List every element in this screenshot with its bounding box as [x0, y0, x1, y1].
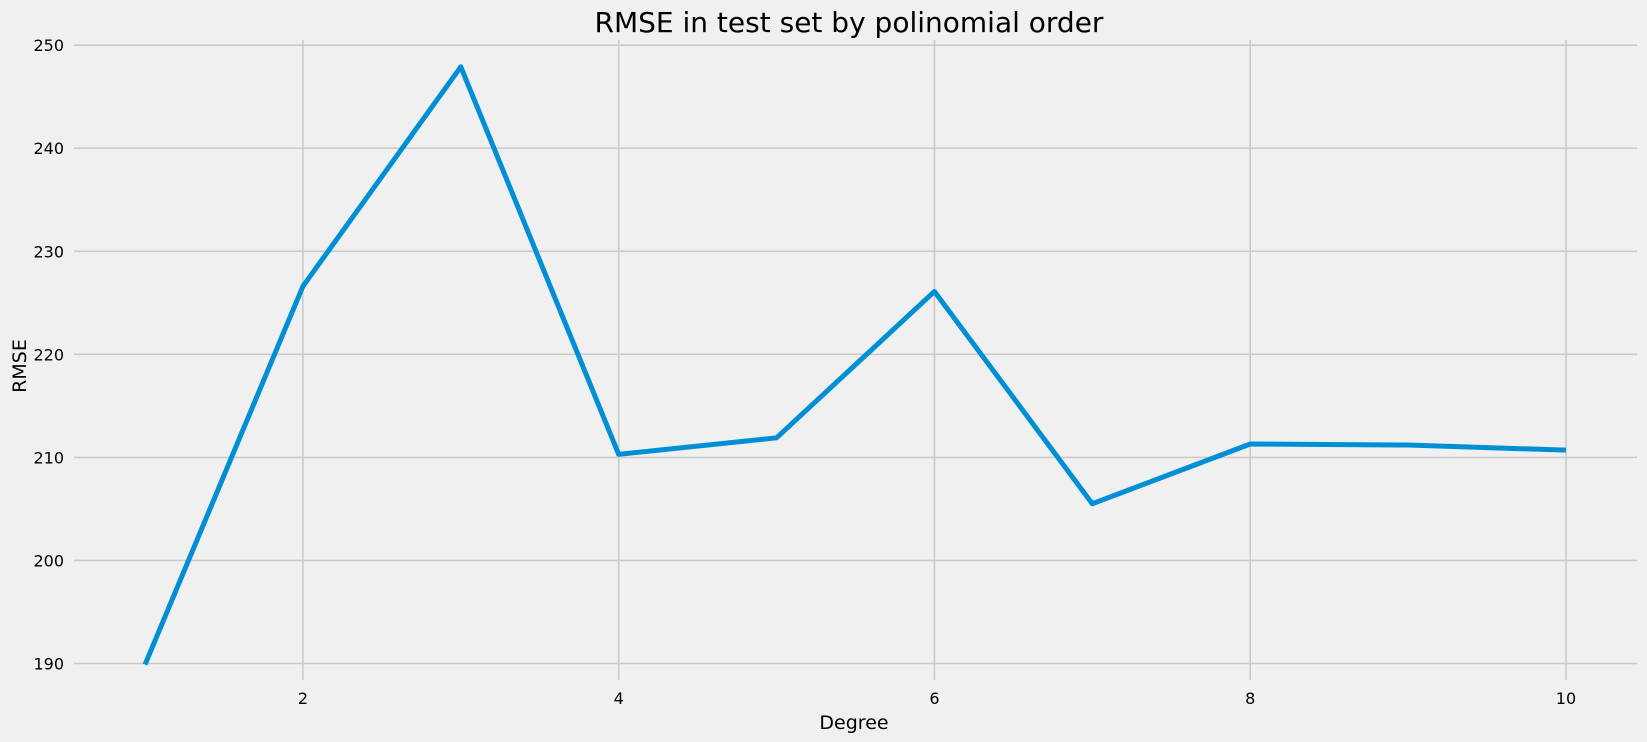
y-tick-label: 220	[33, 345, 64, 364]
x-tick-label: 2	[298, 689, 308, 708]
y-tick-label: 230	[33, 242, 64, 261]
x-axis-label: Degree	[819, 712, 888, 734]
y-tick-label: 250	[33, 36, 64, 55]
x-tick-label: 6	[929, 689, 939, 708]
tick-labels: 2 4 6 8 10 190 200 210 220 230 240 250	[33, 36, 1576, 708]
y-tick-label: 200	[33, 551, 64, 570]
y-tick-label: 240	[33, 139, 64, 158]
series-line	[142, 64, 1567, 666]
y-tick-label: 190	[33, 655, 64, 674]
x-tick-label: 10	[1556, 689, 1576, 708]
chart-title: RMSE in test set by polinomial order	[595, 6, 1104, 39]
x-tick-label: 4	[614, 689, 624, 708]
grid	[74, 40, 1637, 680]
x-tick-label: 8	[1245, 689, 1255, 708]
y-axis-label: RMSE	[9, 339, 31, 393]
series-layer	[142, 64, 1567, 666]
y-tick-label: 210	[33, 448, 64, 467]
